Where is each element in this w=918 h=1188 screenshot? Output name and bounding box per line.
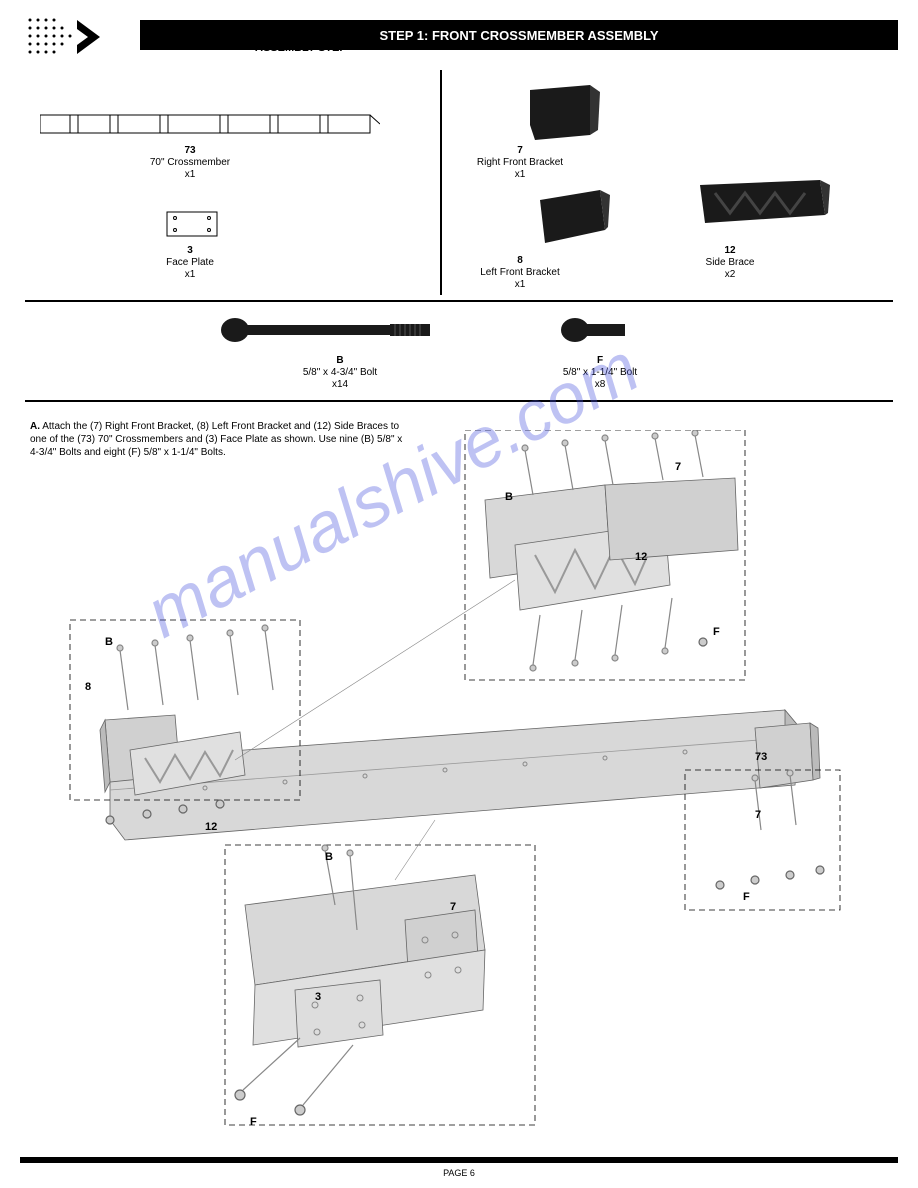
part-num: B xyxy=(336,355,343,366)
part-num: 8 xyxy=(517,255,523,266)
svg-text:12: 12 xyxy=(205,821,217,833)
part-qty: x14 xyxy=(332,379,348,390)
part-7-label: 7 Right Front Bracket x1 xyxy=(460,145,580,181)
part-f-label: F 5/8" x 1-1/4" Bolt x8 xyxy=(540,355,660,391)
part-num: 12 xyxy=(724,245,735,256)
assembly-step-label: ASSEMBLY STEP xyxy=(255,42,347,54)
svg-text:12: 12 xyxy=(635,551,647,563)
step-num: A. xyxy=(30,421,40,432)
part-qty: x2 xyxy=(725,269,736,280)
svg-text:3: 3 xyxy=(315,991,321,1003)
vertical-divider xyxy=(440,70,442,295)
part-73-label: 73 70" Crossmember x1 xyxy=(130,145,250,181)
part-8-label: 8 Left Front Bracket x1 xyxy=(460,255,580,291)
logo-icon xyxy=(25,15,115,60)
part-desc: 70" Crossmember xyxy=(150,157,230,168)
svg-text:F: F xyxy=(713,626,720,638)
part-desc: 5/8" x 1-1/4" Bolt xyxy=(563,367,637,378)
svg-text:B: B xyxy=(105,636,113,648)
part-desc: Left Front Bracket xyxy=(480,267,559,278)
part-desc: Side Brace xyxy=(706,257,755,268)
part-num: F xyxy=(597,355,603,366)
svg-text:7: 7 xyxy=(675,461,681,473)
part-desc: 5/8" x 4-3/4" Bolt xyxy=(303,367,377,378)
part-num: 73 xyxy=(184,145,195,156)
svg-text:7: 7 xyxy=(755,809,761,821)
svg-text:7: 7 xyxy=(450,901,456,913)
part-qty: x1 xyxy=(185,269,196,280)
footer-bar xyxy=(20,1157,898,1163)
svg-text:73: 73 xyxy=(755,751,767,763)
right-front-bracket-image xyxy=(520,80,610,150)
part-3-label: 3 Face Plate x1 xyxy=(140,245,240,281)
left-front-bracket-image xyxy=(530,185,620,255)
main-assembly-diagram: 8 12 B 73 B F 7 12 7 F B 7 3 F xyxy=(55,430,865,1130)
part-b-label: B 5/8" x 4-3/4" Bolt x14 xyxy=(280,355,400,391)
svg-text:B: B xyxy=(505,491,513,503)
svg-text:F: F xyxy=(743,891,750,903)
header: STEP 1: FRONT CROSSMEMBER ASSEMBLY xyxy=(20,15,898,65)
part-qty: x1 xyxy=(185,169,196,180)
svg-text:8: 8 xyxy=(85,681,91,693)
divider-2 xyxy=(25,400,893,402)
part-num: 3 xyxy=(187,245,193,256)
svg-text:B: B xyxy=(325,851,333,863)
faceplate-image xyxy=(165,210,220,240)
bolt-b-image xyxy=(220,315,440,345)
divider-1 xyxy=(25,300,893,302)
part-qty: x8 xyxy=(595,379,606,390)
page-container: { "header": { "bar_text": "STEP 1: FRONT… xyxy=(0,0,918,1188)
svg-text:F: F xyxy=(250,1116,257,1128)
side-brace-image xyxy=(690,175,840,235)
page-number: PAGE 6 xyxy=(0,1168,918,1178)
part-qty: x1 xyxy=(515,169,526,180)
part-desc: Right Front Bracket xyxy=(477,157,563,168)
part-num: 7 xyxy=(517,145,523,156)
bolt-f-image xyxy=(560,315,640,345)
part-qty: x1 xyxy=(515,279,526,290)
crossmember-image xyxy=(40,110,380,140)
step-title-bar: STEP 1: FRONT CROSSMEMBER ASSEMBLY xyxy=(140,20,898,50)
part-desc: Face Plate xyxy=(166,257,214,268)
part-12-label: 12 Side Brace x2 xyxy=(670,245,790,281)
